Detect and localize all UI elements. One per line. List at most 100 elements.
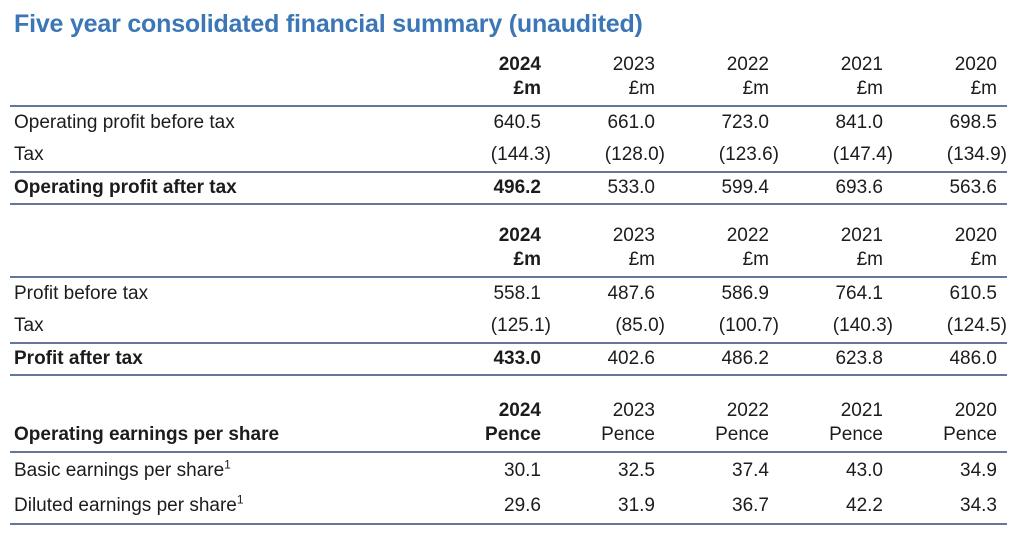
- page-title: Five year consolidated financial summary…: [14, 10, 643, 38]
- value-cell: 487.6: [607, 283, 655, 304]
- year-header-cell: 2024: [498, 400, 541, 421]
- unit-header-cell: £m: [779, 249, 893, 278]
- row-label: Tax: [10, 139, 437, 173]
- value-cell: (124.5): [893, 310, 1007, 344]
- value-cell: (85.0): [551, 310, 665, 344]
- value-cell: 42.2: [779, 488, 893, 525]
- value-cell: 34.3: [893, 488, 1007, 525]
- row-label: Operating profit after tax: [10, 172, 437, 205]
- year-header-row: 2024 2023 2022 2021 2020: [10, 398, 1007, 424]
- unit-header-row: Operating earnings per share Pence Pence…: [10, 424, 1007, 453]
- value-cell: 37.4: [732, 459, 769, 481]
- unit-header-row: £m £m £m £m £m: [10, 78, 1007, 107]
- unit-header-cell: Pence: [893, 424, 1007, 453]
- value-cell: 433.0: [437, 343, 551, 376]
- value-cell: (128.0): [551, 139, 665, 173]
- header-label-cell: [10, 52, 437, 78]
- value-cell: 34.9: [960, 459, 997, 481]
- value-cell: 693.6: [779, 172, 893, 205]
- unit-header-cell: £m: [437, 249, 551, 278]
- value-cell: 723.0: [721, 112, 769, 133]
- year-header-cell: 2022: [726, 225, 769, 246]
- year-header-cell: 2022: [726, 54, 769, 75]
- value-cell: 486.0: [893, 343, 1007, 376]
- header-label-cell: [10, 223, 437, 249]
- year-header-row: 2024 2023 2022 2021 2020: [10, 223, 1007, 249]
- unit-header-cell: £m: [665, 78, 779, 107]
- value-cell: (140.3): [779, 310, 893, 344]
- year-header-row: 2024 2023 2022 2021 2020: [10, 52, 1007, 78]
- unit-header-cell: £m: [779, 78, 893, 107]
- year-header-cell: 2023: [612, 400, 655, 421]
- year-header-cell: 2021: [840, 54, 883, 75]
- table-row: Tax (125.1) (85.0) (100.7) (140.3) (124.…: [10, 310, 1007, 344]
- unit-header-cell: Pence: [779, 424, 893, 453]
- unit-header-cell: £m: [893, 249, 1007, 278]
- year-header-cell: 2020: [954, 54, 997, 75]
- value-cell: 841.0: [835, 112, 883, 133]
- row-label: Profit after tax: [10, 343, 437, 376]
- value-cell: (134.9): [893, 139, 1007, 173]
- unit-header-row: £m £m £m £m £m: [10, 249, 1007, 278]
- value-cell: (125.1): [437, 310, 551, 344]
- table-row: Diluted earnings per share1 29.6 31.9 36…: [10, 488, 1007, 525]
- value-cell: 558.1: [493, 283, 541, 304]
- table-row: Basic earnings per share1 30.1 32.5 37.4…: [10, 452, 1007, 488]
- row-label: Profit before tax: [14, 283, 149, 304]
- value-cell: 563.6: [893, 172, 1007, 205]
- value-cell: 586.9: [721, 283, 769, 304]
- year-header-cell: 2022: [726, 400, 769, 421]
- value-cell: 43.0: [846, 459, 883, 481]
- value-cell: 533.0: [551, 172, 665, 205]
- unit-header-cell: £m: [893, 78, 1007, 107]
- year-header-cell: 2021: [840, 400, 883, 421]
- unit-header-cell: £m: [551, 249, 665, 278]
- unit-header-cell: £m: [665, 249, 779, 278]
- row-label: Basic earnings per share1: [14, 457, 231, 481]
- unit-label-cell: [10, 78, 437, 107]
- year-header-cell: 2023: [612, 225, 655, 246]
- unit-label-cell: [10, 249, 437, 278]
- profit-table: 2024 2023 2022 2021 2020 £m £m £m £m £m …: [10, 223, 1007, 376]
- table-row: Tax (144.3) (128.0) (123.6) (147.4) (134…: [10, 139, 1007, 173]
- value-cell: 496.2: [437, 172, 551, 205]
- total-row: Profit after tax 433.0 402.6 486.2 623.8…: [10, 343, 1007, 376]
- section-header-label: Operating earnings per share: [10, 424, 437, 453]
- total-row: Operating profit after tax 496.2 533.0 5…: [10, 172, 1007, 205]
- unit-header-cell: £m: [437, 78, 551, 107]
- footnote-marker: 1: [224, 457, 231, 472]
- operating-profit-table: 2024 2023 2022 2021 2020 £m £m £m £m £m …: [10, 52, 1007, 205]
- year-header-cell: 2024: [498, 225, 541, 246]
- value-cell: 661.0: [607, 112, 655, 133]
- value-cell: (100.7): [665, 310, 779, 344]
- value-cell: 402.6: [551, 343, 665, 376]
- row-label: Operating profit before tax: [14, 112, 235, 133]
- unit-header-cell: Pence: [551, 424, 665, 453]
- value-cell: 36.7: [665, 488, 779, 525]
- value-cell: 623.8: [779, 343, 893, 376]
- value-cell: 599.4: [665, 172, 779, 205]
- footnote-marker: 1: [236, 492, 244, 507]
- value-cell: (144.3): [437, 139, 551, 173]
- value-cell: 31.9: [551, 488, 665, 525]
- row-label: Diluted earnings per share1: [10, 488, 437, 525]
- unit-header-cell: Pence: [437, 424, 551, 453]
- earnings-per-share-table: 2024 2023 2022 2021 2020 Operating earni…: [10, 398, 1007, 525]
- year-header-cell: 2020: [954, 400, 997, 421]
- value-cell: 698.5: [949, 112, 997, 133]
- year-header-cell: 2024: [498, 54, 541, 75]
- value-cell: 764.1: [835, 283, 883, 304]
- value-cell: 32.5: [618, 459, 655, 481]
- value-cell: (123.6): [665, 139, 779, 173]
- value-cell: (147.4): [779, 139, 893, 173]
- value-cell: 29.6: [437, 488, 551, 525]
- unit-header-cell: £m: [551, 78, 665, 107]
- row-label: Tax: [10, 310, 437, 344]
- table-row: Profit before tax 558.1 487.6 586.9 764.…: [10, 277, 1007, 310]
- value-cell: 486.2: [665, 343, 779, 376]
- value-cell: 640.5: [493, 112, 541, 133]
- value-cell: 610.5: [949, 283, 997, 304]
- header-label-cell: [10, 398, 437, 424]
- year-header-cell: 2021: [840, 225, 883, 246]
